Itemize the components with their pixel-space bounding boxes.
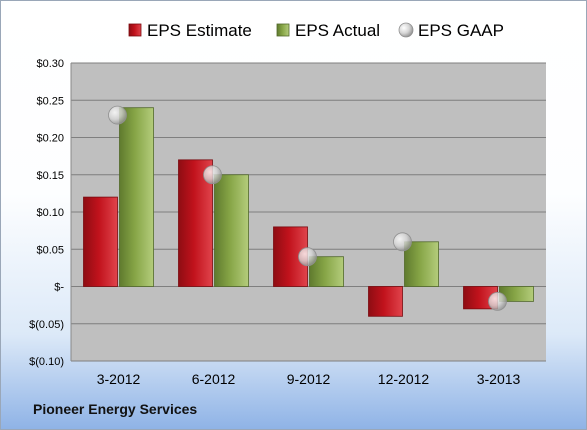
- legend-eps-actual-swatch: [276, 23, 290, 37]
- y-tick-label: $0.25: [36, 95, 64, 107]
- y-tick-label: $0.10: [36, 207, 64, 219]
- legend-eps-estimate-label: EPS Estimate: [147, 21, 252, 40]
- y-tick-label: $-: [54, 282, 64, 294]
- bar-eps-actual: [404, 241, 439, 287]
- legend-eps-actual-label: EPS Actual: [295, 21, 380, 40]
- legend-eps-gaap-label: EPS GAAP: [418, 21, 504, 40]
- company-name: Pioneer Energy Services: [33, 401, 198, 417]
- bar-eps-actual: [119, 107, 154, 287]
- y-tick-label: $0.15: [36, 170, 64, 182]
- bar-eps-actual: [214, 174, 249, 287]
- x-tick-label: 6-2012: [192, 371, 236, 387]
- marker-eps-gaap: [488, 291, 507, 311]
- y-tick-label: $0.30: [36, 58, 64, 70]
- legend-eps-gaap-swatch: [398, 22, 414, 38]
- y-tick-label: $(0.10): [29, 356, 64, 368]
- marker-eps-gaap: [393, 232, 412, 252]
- x-tick-label: 3-2012: [97, 371, 141, 387]
- y-tick-label: $(0.05): [29, 319, 64, 331]
- bar-eps-estimate: [83, 196, 118, 287]
- marker-eps-gaap: [298, 247, 317, 267]
- marker-eps-gaap: [108, 105, 127, 125]
- x-tick-label: 12-2012: [378, 371, 430, 387]
- y-tick-label: $0.05: [36, 244, 64, 256]
- bar-eps-estimate: [368, 286, 403, 317]
- legend-eps-estimate-swatch: [128, 23, 142, 37]
- x-tick-label: 3-2013: [477, 371, 521, 387]
- marker-eps-gaap: [203, 165, 222, 185]
- x-tick-label: 9-2012: [287, 371, 331, 387]
- y-tick-label: $0.20: [36, 133, 64, 145]
